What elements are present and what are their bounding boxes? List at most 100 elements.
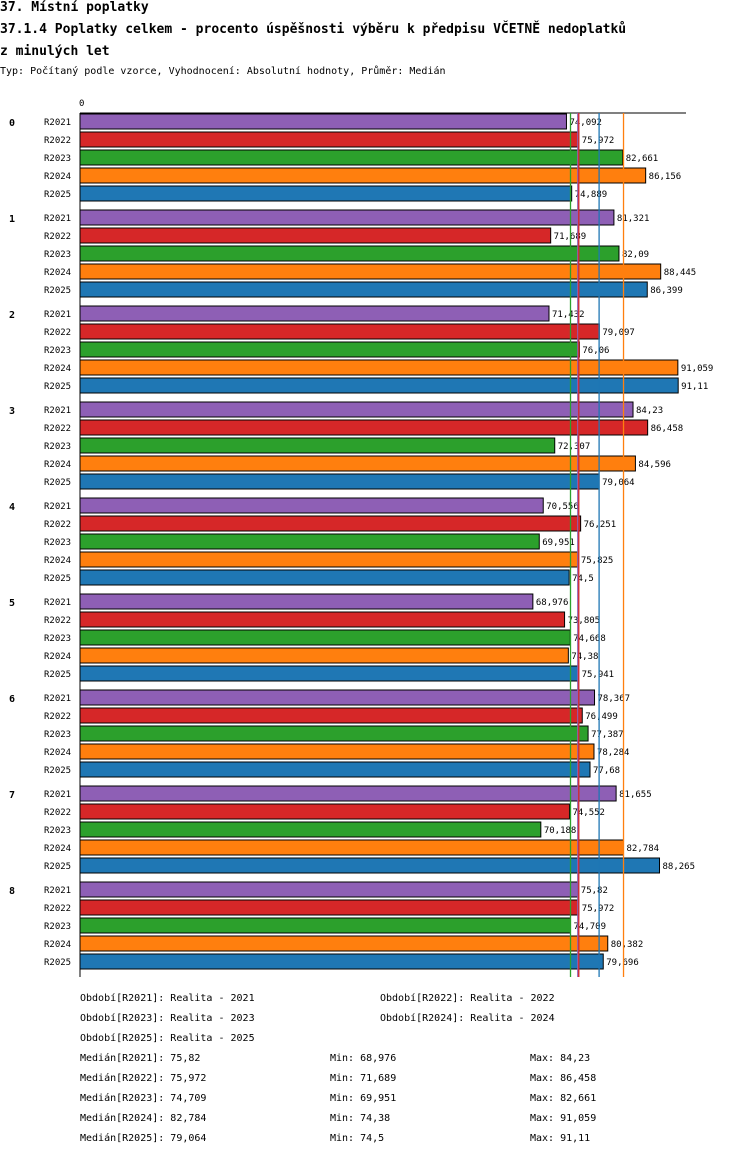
group-label-4: 4 [9, 502, 15, 513]
group-label-5: 5 [9, 598, 15, 609]
page-title: 37. Místní poplatky [0, 0, 149, 15]
bar-r2023-group-6 [79, 725, 589, 742]
bar-value-label: 70,188 [544, 826, 577, 836]
bar-r2024-group-7 [79, 839, 625, 856]
bar-value-label: 74,38 [571, 652, 598, 662]
series-label: R2024 [44, 940, 71, 950]
legend-median-r2025: Medián[R2025]: 79,064 [80, 1133, 207, 1144]
legend-max-r2024: Max: 91,059 [530, 1113, 597, 1124]
legend-min-r2024: Min: 74,38 [330, 1113, 391, 1124]
bar-r2021-group-0 [79, 113, 567, 130]
bar-r2022-group-2 [79, 323, 600, 340]
legend-period-r2024: Období[R2024]: Realita - 2024 [380, 1013, 555, 1024]
legend-max-r2022: Max: 86,458 [530, 1073, 597, 1084]
legend-max-r2023: Max: 82,661 [530, 1093, 597, 1104]
series-label: R2021 [44, 406, 71, 416]
legend-max-r2021: Max: 84,23 [530, 1053, 591, 1064]
bar-value-label: 81,321 [617, 214, 650, 224]
bar-r2021-group-3 [79, 401, 634, 418]
series-label: R2025 [44, 382, 71, 392]
legend-median-r2022: Medián[R2022]: 75,972 [80, 1073, 207, 1084]
bar-value-label: 74,552 [572, 808, 605, 818]
bar-r2021-group-6 [79, 689, 596, 706]
bar-r2023-group-7 [79, 821, 542, 838]
bar-value-label: 75,972 [582, 904, 615, 914]
bar-value-label: 86,156 [649, 172, 682, 182]
legend-min-r2023: Min: 69,951 [330, 1093, 397, 1104]
series-label: R2022 [44, 712, 71, 722]
bar-value-label: 75,825 [581, 556, 614, 566]
group-label-7: 7 [9, 790, 15, 801]
series-label: R2023 [44, 346, 71, 356]
bar-value-label: 74,5 [572, 574, 594, 584]
series-label: R2021 [44, 118, 71, 128]
axis-zero-label: 0 [79, 99, 84, 109]
series-label: R2022 [44, 424, 71, 434]
series-label: R2022 [44, 520, 71, 530]
series-label: R2023 [44, 442, 71, 452]
bar-value-label: 71,432 [552, 310, 585, 320]
bar-r2025-group-5 [79, 665, 580, 682]
legend-min-r2025: Min: 74,5 [330, 1133, 385, 1144]
bar-r2024-group-2 [79, 359, 679, 376]
series-label: R2021 [44, 694, 71, 704]
bar-r2022-group-5 [79, 611, 566, 628]
bar-value-label: 86,399 [650, 286, 683, 296]
legend-min-r2022: Min: 71,689 [330, 1073, 397, 1084]
bar-value-label: 81,655 [619, 790, 652, 800]
group-label-0: 0 [9, 118, 15, 129]
legend-max-r2025: Max: 91,11 [530, 1133, 591, 1144]
bar-r2021-group-2 [79, 305, 550, 322]
chart-subtitle: Typ: Počítaný podle vzorce, Vyhodnocení:… [0, 66, 446, 77]
bar-value-label: 76,251 [584, 520, 617, 530]
series-label: R2024 [44, 460, 71, 470]
bar-value-label: 74,889 [575, 190, 608, 200]
series-label: R2023 [44, 922, 71, 932]
bar-r2023-group-0 [79, 149, 624, 166]
series-label: R2021 [44, 502, 71, 512]
series-label: R2024 [44, 748, 71, 758]
bar-r2025-group-8 [79, 953, 604, 970]
bar-value-label: 84,596 [638, 460, 671, 470]
legend-period-r2023: Období[R2023]: Realita - 2023 [80, 1013, 255, 1024]
bar-value-label: 69,951 [542, 538, 575, 548]
series-label: R2024 [44, 268, 71, 278]
bar-value-label: 77,68 [593, 766, 620, 776]
bar-r2021-group-8 [79, 881, 579, 898]
series-label: R2021 [44, 598, 71, 608]
series-label: R2025 [44, 478, 71, 488]
bar-value-label: 82,661 [626, 154, 659, 164]
series-label: R2025 [44, 862, 71, 872]
series-label: R2023 [44, 730, 71, 740]
bar-r2021-group-1 [79, 209, 615, 226]
legend-period-r2025: Období[R2025]: Realita - 2025 [80, 1033, 255, 1044]
series-label: R2022 [44, 232, 71, 242]
group-label-8: 8 [9, 886, 15, 897]
bar-r2023-group-3 [79, 437, 556, 454]
bar-r2024-group-4 [79, 551, 579, 568]
series-label: R2022 [44, 808, 71, 818]
series-label: R2024 [44, 652, 71, 662]
bar-value-label: 79,064 [602, 478, 635, 488]
bar-r2021-group-7 [79, 785, 617, 802]
bar-r2022-group-3 [79, 419, 649, 436]
chart-title: 37.1.4 Poplatky celkem - procento úspěšn… [0, 22, 627, 37]
bar-value-label: 82,784 [627, 844, 660, 854]
bar-r2024-group-1 [79, 263, 662, 280]
bar-value-label: 78,367 [598, 694, 631, 704]
legend-median-r2023: Medián[R2023]: 74,709 [80, 1093, 207, 1104]
series-label: R2022 [44, 616, 71, 626]
group-label-6: 6 [9, 694, 15, 705]
series-label: R2024 [44, 172, 71, 182]
bar-value-label: 74,092 [569, 118, 602, 128]
bar-r2023-group-8 [79, 917, 572, 934]
bar-value-label: 75,941 [582, 670, 615, 680]
series-label: R2023 [44, 250, 71, 260]
group-label-3: 3 [9, 406, 15, 417]
series-label: R2023 [44, 538, 71, 548]
bar-value-label: 73,805 [568, 616, 601, 626]
bar-value-label: 74,668 [573, 634, 606, 644]
bar-value-label: 75,82 [581, 886, 608, 896]
bar-value-label: 76,499 [585, 712, 618, 722]
series-label: R2025 [44, 670, 71, 680]
